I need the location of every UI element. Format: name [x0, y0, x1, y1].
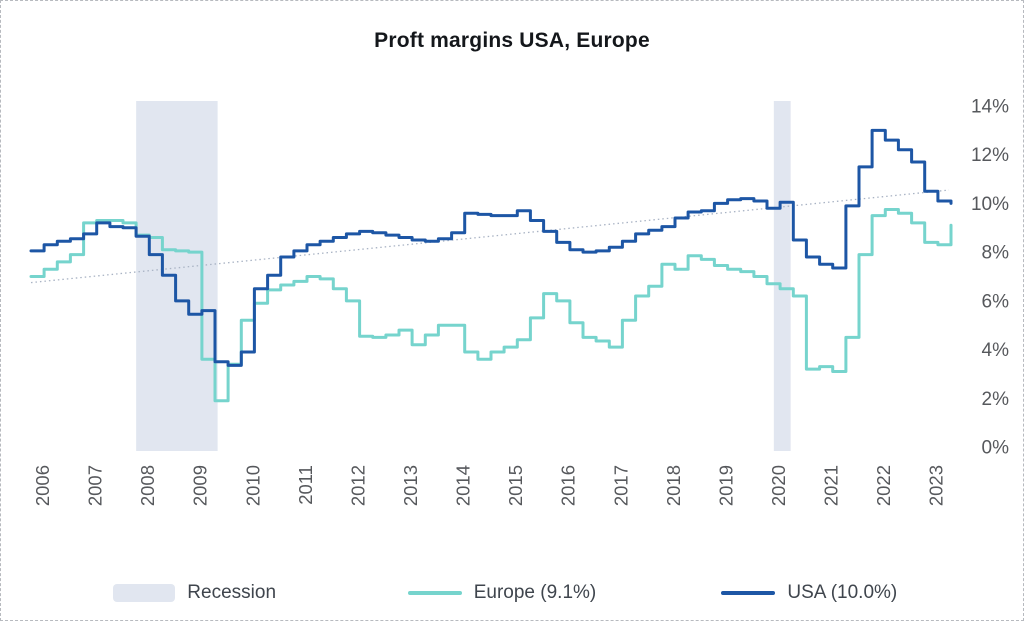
x-axis-tick-label: 2021	[821, 465, 842, 506]
x-axis-tick-label: 2022	[873, 465, 894, 506]
trend-line	[30, 189, 950, 284]
x-axis-tick-label: 2015	[505, 465, 526, 506]
y-axis-tick-label: 14%	[971, 97, 1009, 118]
x-axis-tick-label: 2013	[400, 465, 421, 506]
series-line-usa	[29, 128, 953, 367]
x-axis-tick-label: 2023	[926, 465, 947, 506]
y-axis-tick-label: 2%	[982, 389, 1010, 410]
legend-item-europe: Europe (9.1%)	[348, 582, 655, 604]
y-axis-tick-label: 8%	[982, 243, 1010, 264]
usa-line-swatch	[721, 591, 776, 595]
x-axis-tick-label: 2009	[190, 465, 211, 506]
y-axis-tick-label: 10%	[971, 194, 1009, 215]
x-axis-tick-label: 2010	[242, 465, 263, 506]
x-axis-tick-label: 2006	[32, 465, 53, 506]
legend-recession-label: Recession	[187, 582, 277, 603]
x-axis-tick-label: 2017	[610, 465, 631, 506]
y-axis-tick-label: 0%	[982, 438, 1010, 459]
legend-europe-label: Europe (9.1%)	[473, 582, 597, 603]
legend-item-usa: USA (10.0%)	[656, 582, 963, 604]
legend-item-recession: Recession	[41, 582, 348, 604]
x-axis-tick-label: 2019	[715, 465, 736, 506]
x-axis-tick-label: 2020	[768, 465, 789, 506]
y-axis-tick-label: 4%	[982, 340, 1010, 361]
y-axis-tick-label: 12%	[971, 145, 1009, 166]
x-axis-tick-label: 2016	[558, 465, 579, 506]
recession-swatch	[113, 584, 176, 602]
x-axis-tick-label: 2014	[453, 465, 474, 506]
series-line-europe	[29, 208, 953, 403]
x-axis-tick-label: 2011	[295, 465, 316, 505]
europe-line-swatch	[407, 591, 462, 595]
chart-title: Proft margins USA, Europe	[374, 29, 650, 52]
x-axis-tick-label: 2008	[137, 465, 158, 506]
x-axis-tick-label: 2007	[85, 465, 106, 506]
y-axis-tick-label: 6%	[982, 291, 1010, 312]
recession-band	[773, 101, 791, 451]
x-axis-tick-label: 2018	[663, 465, 684, 506]
x-axis-tick-label: 2012	[347, 465, 368, 506]
chart-legend: Recession Europe (9.1%) USA (10.0%)	[41, 582, 963, 604]
legend-usa-label: USA (10.0%)	[787, 582, 898, 603]
